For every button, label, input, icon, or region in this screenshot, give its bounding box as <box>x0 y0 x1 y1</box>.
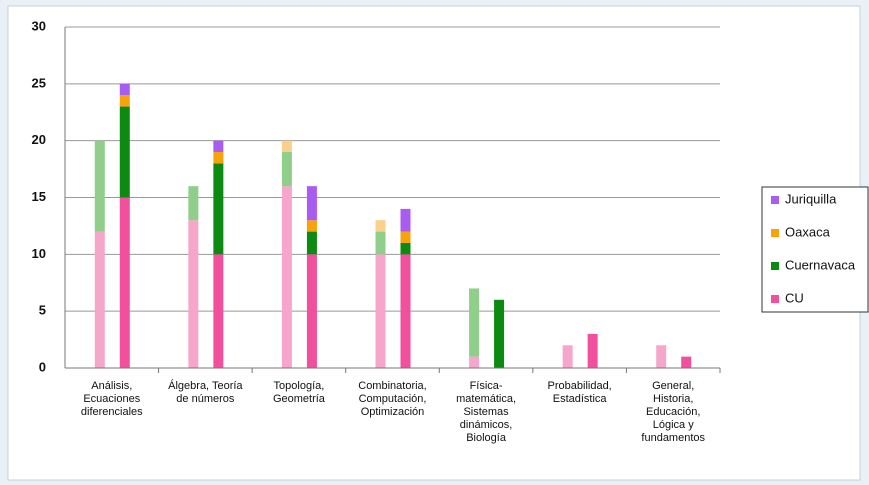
chart-panel <box>7 5 861 481</box>
x-tick-label: Computación, <box>359 393 427 405</box>
bar-segment <box>281 186 292 368</box>
bar-segment <box>306 231 317 255</box>
bar-segment <box>681 356 692 368</box>
bar-segment <box>306 220 317 232</box>
y-tick-label: 5 <box>39 303 46 318</box>
bar-segment <box>375 220 386 232</box>
x-tick-label: Biología <box>466 432 507 444</box>
bar-segment <box>119 106 130 198</box>
legend-swatch <box>771 196 779 204</box>
bar-segment <box>400 242 411 255</box>
x-tick-label: Probabilidad, <box>548 380 612 392</box>
bar-segment <box>375 254 386 368</box>
bar-segment <box>213 152 224 164</box>
x-tick-label: Ecuaciones <box>83 393 140 405</box>
bar-segment <box>562 345 573 368</box>
bar-segment <box>119 95 130 107</box>
bar-segment <box>94 140 105 232</box>
x-tick-label: de números <box>176 393 235 405</box>
bar-segment <box>306 254 317 368</box>
x-tick-label: Física- <box>470 380 503 392</box>
legend-swatch <box>771 229 779 237</box>
x-tick-label: General, <box>652 380 694 392</box>
bar-segment <box>188 186 199 221</box>
x-tick-label: Álgebra, Teoría <box>168 379 243 392</box>
bar-segment <box>213 254 224 368</box>
bar-segment <box>494 299 505 368</box>
bar-segment <box>587 333 598 368</box>
bar-segment <box>469 356 480 368</box>
y-tick-label: 25 <box>32 75 46 90</box>
bar-segment <box>375 231 386 255</box>
x-tick-label: Lógica y <box>653 419 694 431</box>
x-tick-label: Topología, <box>274 380 325 392</box>
legend-label: Oaxaca <box>785 224 831 239</box>
legend-label: CU <box>785 290 804 305</box>
x-tick-label: Geometría <box>273 393 326 405</box>
bar-segment <box>306 186 317 221</box>
x-tick-label: Educación, <box>646 406 700 418</box>
bar-segment <box>400 254 411 368</box>
x-tick-label: Estadística <box>553 393 608 405</box>
bar-segment <box>400 208 411 232</box>
bar-segment <box>119 197 130 368</box>
bar-segment <box>188 220 199 368</box>
x-tick-label: matemática, <box>456 393 516 405</box>
legend-label: Juriquilla <box>785 191 837 206</box>
bar-segment <box>213 140 224 153</box>
legend-box <box>761 186 869 313</box>
legend-label: Cuernavaca <box>785 257 856 272</box>
x-tick-label: Combinatoria, <box>358 380 426 392</box>
bar-segment <box>94 231 105 368</box>
legend-swatch <box>771 295 779 303</box>
x-tick-label: Optimización <box>361 406 425 418</box>
bar-segment <box>656 345 667 368</box>
y-tick-label: 20 <box>32 132 46 147</box>
bar-segment <box>281 140 292 153</box>
x-tick-label: dinámicos, <box>460 419 513 431</box>
x-tick-label: fundamentos <box>641 432 705 444</box>
bar-segment <box>400 231 411 243</box>
bar-segment <box>469 288 480 357</box>
bar-segment <box>119 83 130 96</box>
x-tick-label: diferenciales <box>81 406 143 418</box>
x-tick-label: Sistemas <box>463 406 509 418</box>
x-tick-label: Historia, <box>653 393 693 405</box>
y-tick-label: 30 <box>32 18 46 33</box>
legend-swatch <box>771 262 779 270</box>
y-tick-label: 15 <box>32 189 46 204</box>
x-tick-label: Análisis, <box>91 380 132 392</box>
y-tick-label: 0 <box>39 359 46 374</box>
bar-segment <box>281 152 292 187</box>
bar-segment <box>213 163 224 255</box>
y-tick-label: 10 <box>32 246 46 261</box>
